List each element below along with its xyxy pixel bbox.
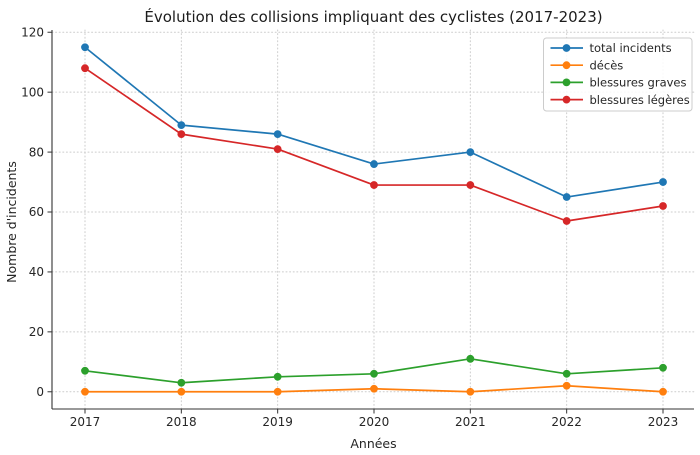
data-point <box>466 387 475 396</box>
legend-label: décès <box>590 58 624 72</box>
y-tick-label: 120 <box>21 25 44 39</box>
data-point <box>177 121 186 130</box>
series-layer <box>81 43 667 396</box>
data-point <box>466 181 475 189</box>
legend-marker <box>562 61 571 70</box>
data-point <box>466 354 475 363</box>
legend-marker <box>562 95 571 104</box>
x-tick-label: 2020 <box>359 415 390 429</box>
data-point <box>370 369 378 378</box>
data-point <box>659 363 667 372</box>
legend-marker <box>562 44 571 52</box>
x-tick-label: 2017 <box>70 415 101 429</box>
legend-box <box>543 37 693 112</box>
data-point <box>466 148 475 156</box>
x-tick-label: 2019 <box>262 415 293 429</box>
chart-title: Évolution des collisions impliquant des … <box>144 7 602 26</box>
data-point <box>562 369 571 378</box>
data-point <box>177 387 186 396</box>
y-tick-label: 40 <box>29 265 44 279</box>
data-point <box>177 130 186 139</box>
y-tick-label: 0 <box>36 385 44 399</box>
data-point <box>273 372 282 381</box>
x-tick-label: 2021 <box>455 415 486 429</box>
data-point <box>273 145 282 153</box>
y-tick-label: 20 <box>29 325 44 339</box>
data-point <box>81 64 89 73</box>
data-point <box>562 217 571 225</box>
y-tick-label: 60 <box>29 205 44 219</box>
data-point <box>177 378 186 387</box>
legend-marker <box>562 78 571 87</box>
x-tick-label: 2023 <box>648 415 679 429</box>
data-point <box>273 387 282 396</box>
data-point <box>370 181 378 189</box>
legend-label: blessures graves <box>590 76 687 90</box>
legend-item: blessures graves <box>550 76 687 90</box>
x-tick-label: 2022 <box>551 415 582 429</box>
legend-layer: total incidents décès blessures graves bles… <box>543 37 693 112</box>
y-tick-label: 80 <box>29 145 44 159</box>
data-point <box>659 178 667 186</box>
legend-item: blessures légères <box>550 93 690 107</box>
data-point <box>81 387 89 396</box>
axes-layer: 0 20 40 60 80 100 120 2017 2018 2019 2020 2021 2022 2… <box>21 25 694 429</box>
x-tick-label: 2018 <box>166 415 197 429</box>
legend-item: total incidents <box>550 41 672 55</box>
data-point <box>562 193 571 201</box>
data-point <box>370 160 378 168</box>
data-point <box>659 387 667 396</box>
data-point <box>81 366 89 375</box>
legend-label: blessures légères <box>590 93 690 107</box>
data-point <box>659 202 667 210</box>
data-point <box>370 384 378 393</box>
legend-label: total incidents <box>590 41 672 55</box>
data-point <box>273 130 282 139</box>
x-axis-label: Années <box>350 436 396 451</box>
y-tick-label: 100 <box>21 85 44 99</box>
data-point <box>81 43 89 52</box>
y-axis-label: Nombre d'incidents <box>4 161 19 283</box>
legend-item: décès <box>550 58 624 72</box>
data-point <box>562 381 571 390</box>
